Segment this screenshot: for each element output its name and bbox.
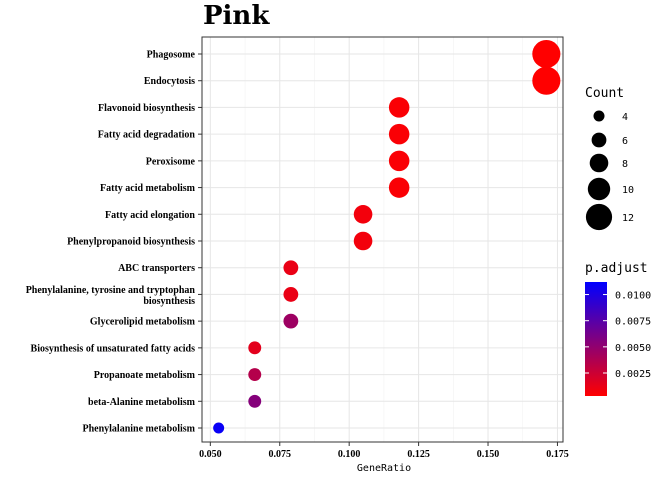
- count-legend-label: 12: [622, 213, 634, 224]
- y-tick-label: Flavonoid biosynthesis: [98, 103, 195, 114]
- data-point: [353, 204, 373, 224]
- y-axis: Phagosome Endocytosis Flavonoid biosynthes…: [26, 50, 202, 435]
- count-legend-key: [585, 203, 613, 231]
- y-tick-label: ABC transporters: [118, 263, 195, 274]
- count-legend-label: 6: [622, 136, 628, 147]
- count-legend-title: Count: [585, 86, 624, 101]
- y-tick-label: Fatty acid elongation: [105, 210, 195, 221]
- count-legend-key: [591, 132, 607, 148]
- y-tick-label: Phenylalanine metabolism: [82, 424, 195, 435]
- p-adjust-legend-label: 0.0100: [615, 291, 651, 302]
- x-tick-label: 0.125: [407, 449, 430, 460]
- y-tick-label: Phenylalanine, tyrosine and tryptophan: [26, 285, 196, 296]
- count-legend: Count 4 6 8 10 12: [585, 86, 634, 231]
- y-tick-label: Peroxisome: [146, 156, 196, 167]
- data-point: [283, 260, 299, 276]
- count-legend-key: [593, 110, 605, 122]
- y-tick-label: Phenylpropanoid biosynthesis: [67, 237, 195, 248]
- y-tick-label: Phagosome: [147, 50, 196, 61]
- x-tick-label: 0.175: [546, 449, 569, 460]
- data-point: [388, 177, 410, 198]
- count-legend-key: [589, 153, 609, 173]
- data-point: [213, 422, 225, 434]
- x-tick-label: 0.150: [477, 449, 500, 460]
- grid-lines: [201, 36, 564, 443]
- chart-title: Pink: [203, 1, 270, 31]
- p-adjust-legend-label: 0.0050: [615, 343, 651, 354]
- y-tick-label: Fatty acid metabolism: [100, 183, 196, 194]
- data-point: [248, 341, 262, 355]
- y-tick-label: beta-Alanine metabolism: [88, 397, 196, 408]
- data-point: [532, 39, 561, 69]
- data-point: [248, 394, 262, 408]
- data-point: [388, 150, 410, 172]
- plot-panel: [201, 36, 564, 443]
- p-adjust-legend-label: 0.0075: [615, 317, 651, 328]
- data-point: [283, 287, 299, 302]
- count-legend-key: [587, 177, 611, 201]
- data-points: [213, 39, 561, 434]
- y-tick-label: Endocytosis: [144, 76, 195, 87]
- data-point: [248, 368, 262, 382]
- y-tick-label: biosynthesis: [143, 296, 195, 307]
- y-tick-label: Propanoate metabolism: [94, 370, 196, 381]
- x-axis-label: GeneRatio: [357, 463, 411, 474]
- data-point: [283, 313, 299, 329]
- x-tick-label: 0.075: [269, 449, 292, 460]
- y-tick-label: Glycerolipid metabolism: [90, 317, 196, 328]
- p-adjust-legend: p.adjust 0.0025 0.0050 0.0075 0.0100: [585, 261, 651, 396]
- x-tick-label: 0.100: [338, 449, 361, 460]
- p-adjust-legend-title: p.adjust: [585, 261, 648, 276]
- data-point: [388, 97, 410, 118]
- p-adjust-colorbar: [585, 282, 607, 396]
- count-legend-label: 10: [622, 185, 634, 196]
- data-point: [353, 231, 373, 251]
- count-legend-label: 4: [622, 112, 628, 123]
- x-axis: 0.050 0.075 0.100 0.125 0.150 0.175: [199, 442, 569, 460]
- panel-border: [201, 36, 564, 443]
- y-tick-label: Fatty acid degradation: [98, 130, 196, 141]
- count-legend-label: 8: [622, 159, 628, 170]
- x-tick-label: 0.050: [199, 449, 222, 460]
- p-adjust-legend-label: 0.0025: [615, 369, 651, 380]
- data-point: [388, 123, 410, 145]
- y-tick-label: Biosynthesis of unsaturated fatty acids: [31, 343, 196, 354]
- data-point: [532, 66, 561, 95]
